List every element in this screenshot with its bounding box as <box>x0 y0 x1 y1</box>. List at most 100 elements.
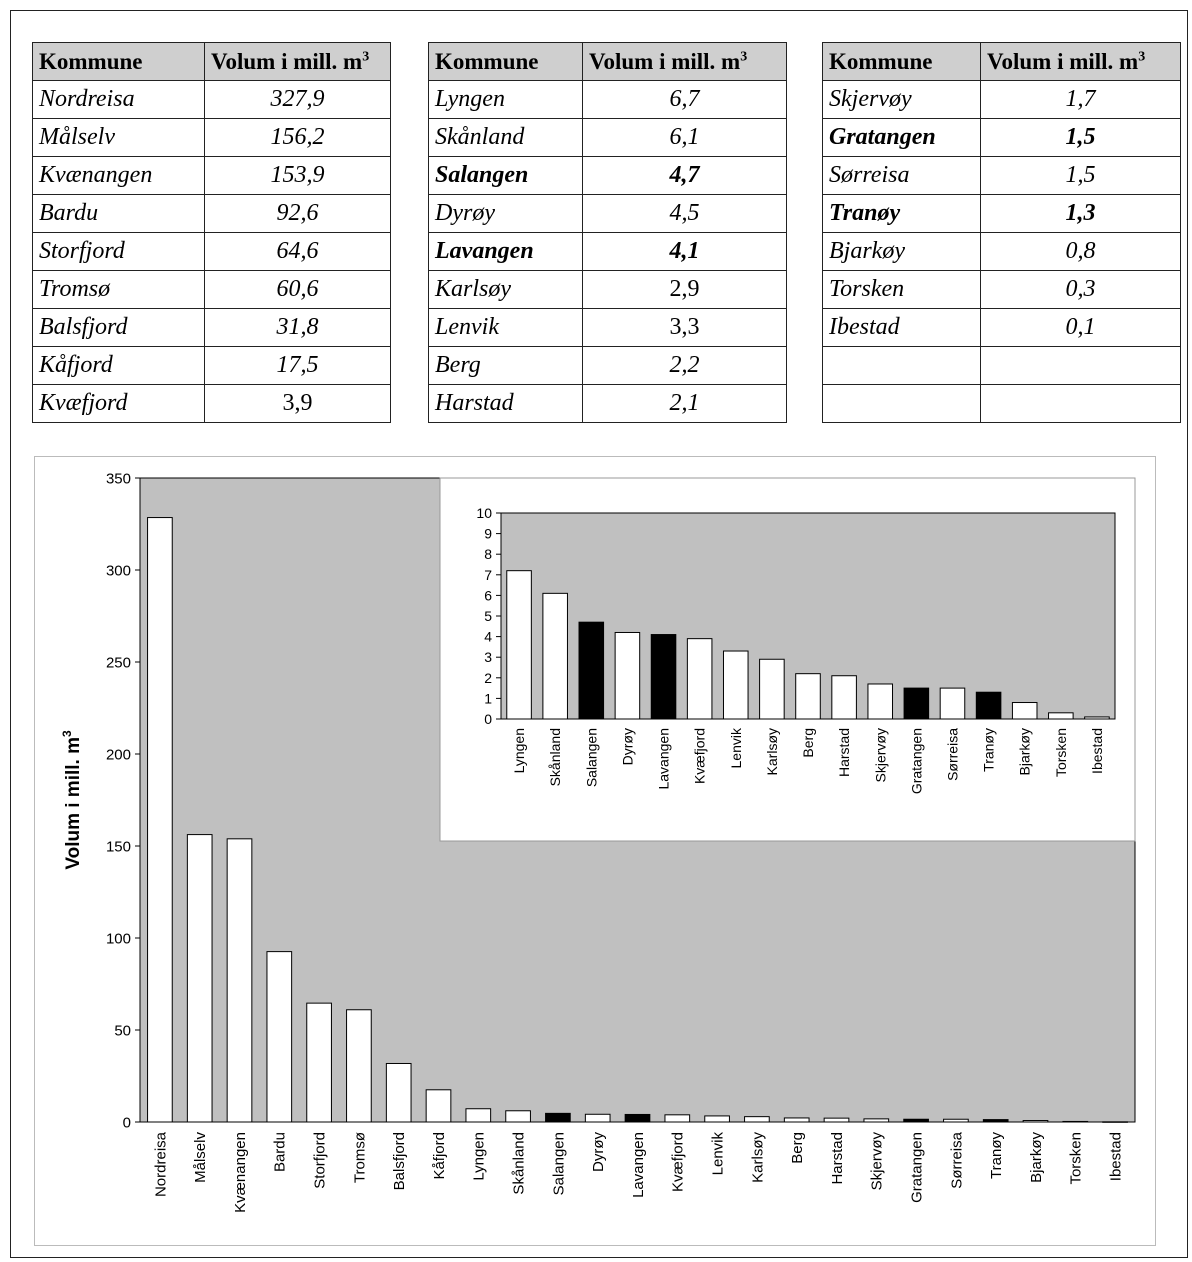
x-tick-label: Nordreisa <box>152 1131 169 1197</box>
kommune-cell: Sørreisa <box>822 156 981 195</box>
y-tick-label: 300 <box>106 562 131 579</box>
x-tick-label: Gratangen <box>909 1132 926 1203</box>
header-volum-sup: 3 <box>740 48 748 64</box>
volum-cell: 6,1 <box>582 118 787 157</box>
kommune-table-3: Kommune Volum i mill. m3 Skjervøy 1,7 Gratan… <box>822 42 1181 423</box>
y-tick-label: 8 <box>484 546 492 562</box>
volum-cell: 4,1 <box>582 232 787 271</box>
volum-cell: 156,2 <box>204 118 391 157</box>
kommune-cell: Gratangen <box>822 118 981 157</box>
header-kommune: Kommune <box>428 42 583 81</box>
header-volum-label: Volum i mill. m <box>589 48 741 74</box>
x-tick-label: Lyngen <box>471 1132 488 1181</box>
kommune-cell: Tranøy <box>822 194 981 233</box>
volum-cell: 1,3 <box>980 194 1181 233</box>
x-tick-label: Tromsø <box>351 1132 368 1183</box>
volum-cell: 2,2 <box>582 346 787 385</box>
table-row: Lavangen 4,1 <box>428 232 787 271</box>
bar <box>759 658 785 720</box>
table-row: Ibestad 0,1 <box>822 308 1181 347</box>
table-header-row: Kommune Volum i mill. m3 <box>32 42 391 81</box>
volum-cell: 1,7 <box>980 80 1181 119</box>
table-row: Harstad 2,1 <box>428 384 787 423</box>
volum-cell: 327,9 <box>204 80 391 119</box>
y-tick-label: 150 <box>106 838 131 855</box>
x-tick-label: Skånland <box>547 728 563 786</box>
y-axis-label: Volum i mill. m3 <box>60 730 84 870</box>
table-header-row: Kommune Volum i mill. m3 <box>822 42 1181 81</box>
kommune-cell: Tromsø <box>32 270 205 309</box>
bar <box>614 631 641 720</box>
kommune-cell: Salangen <box>428 156 583 195</box>
kommune-cell: Storfjord <box>32 232 205 271</box>
volum-cell: 4,7 <box>582 156 787 195</box>
figure-frame <box>10 10 1188 1258</box>
x-tick-label: Lyngen <box>511 728 527 773</box>
table-row: Bjarkøy 0,8 <box>822 232 1181 271</box>
bar <box>578 621 605 720</box>
y-tick-label: 1 <box>484 690 492 706</box>
kommune-cell: Kvænangen <box>32 156 205 195</box>
bar <box>664 1114 691 1123</box>
y-tick-label: 0 <box>484 711 492 727</box>
x-tick-label: Dyrøy <box>590 1132 607 1172</box>
x-tick-label: Balsfjord <box>391 1132 408 1190</box>
table-row <box>822 384 1181 423</box>
bar <box>505 1110 531 1123</box>
header-volum: Volum i mill. m3 <box>582 42 787 81</box>
y-tick-label: 3 <box>484 649 492 665</box>
header-volum-label: Volum i mill. m <box>987 48 1139 74</box>
header-kommune: Kommune <box>32 42 205 81</box>
kommune-cell: Nordreisa <box>32 80 205 119</box>
x-tick-label: Salangen <box>583 728 599 787</box>
bar <box>425 1089 452 1123</box>
volum-cell: 92,6 <box>204 194 391 233</box>
bar <box>1048 712 1074 720</box>
volum-cell: 1,5 <box>980 118 1181 157</box>
table-row: Lenvik 3,3 <box>428 308 787 347</box>
volum-cell: 60,6 <box>204 270 391 309</box>
volum-cell: 153,9 <box>204 156 391 195</box>
table-row: Balsfjord 31,8 <box>32 308 391 347</box>
kommune-cell: Lavangen <box>428 232 583 271</box>
kommune-cell <box>822 346 981 385</box>
x-tick-label: Kåfjord <box>431 1132 448 1180</box>
bar <box>783 1117 810 1123</box>
x-tick-label: Bjarkøy <box>1028 1132 1045 1183</box>
bar <box>903 1118 929 1123</box>
x-tick-label: Ibestad <box>1089 728 1105 774</box>
bar <box>863 1118 890 1123</box>
x-tick-label: Sørreisa <box>945 728 961 781</box>
bar <box>744 1116 770 1123</box>
kommune-cell: Dyrøy <box>428 194 583 233</box>
x-tick-label: Ibestad <box>1108 1132 1125 1181</box>
kommune-table-2: Kommune Volum i mill. m3 Lyngen 6,7 Skånland… <box>428 42 787 423</box>
y-tick-label: 250 <box>106 654 131 671</box>
x-tick-label: Skjervøy <box>872 728 888 782</box>
volum-cell: 31,8 <box>204 308 391 347</box>
kommune-cell: Bjarkøy <box>822 232 981 271</box>
table-row: Salangen 4,7 <box>428 156 787 195</box>
bar <box>226 838 253 1123</box>
inset-chart-group: 0 1 2 3 4 5 6 7 8 9 10 Lyngen Skånland Salangen Dyrøy L… <box>476 505 1116 794</box>
header-volum-label: Volum i mill. m <box>211 48 363 74</box>
x-tick-label: Kvæfjord <box>692 728 708 784</box>
header-volum: Volum i mill. m3 <box>204 42 391 81</box>
x-tick-label: Torsken <box>1053 728 1069 777</box>
y-tick-label: 4 <box>484 629 492 645</box>
volum-cell: 0,8 <box>980 232 1181 271</box>
kommune-cell: Skjervøy <box>822 80 981 119</box>
y-tick-label: 9 <box>484 526 492 542</box>
bar <box>939 687 966 720</box>
bar <box>147 517 173 1123</box>
x-tick-label: Lavangen <box>656 728 672 790</box>
x-tick-label: Storfjord <box>312 1132 329 1189</box>
bar <box>624 1113 651 1123</box>
table-row: Torsken 0,3 <box>822 270 1181 309</box>
x-tick-label: Harstad <box>836 728 852 777</box>
y-tick-label: 5 <box>484 608 492 624</box>
table-row: Målselv 156,2 <box>32 118 391 157</box>
volum-cell: 1,5 <box>980 156 1181 195</box>
header-volum-sup: 3 <box>1138 48 1146 64</box>
bar <box>506 570 532 720</box>
